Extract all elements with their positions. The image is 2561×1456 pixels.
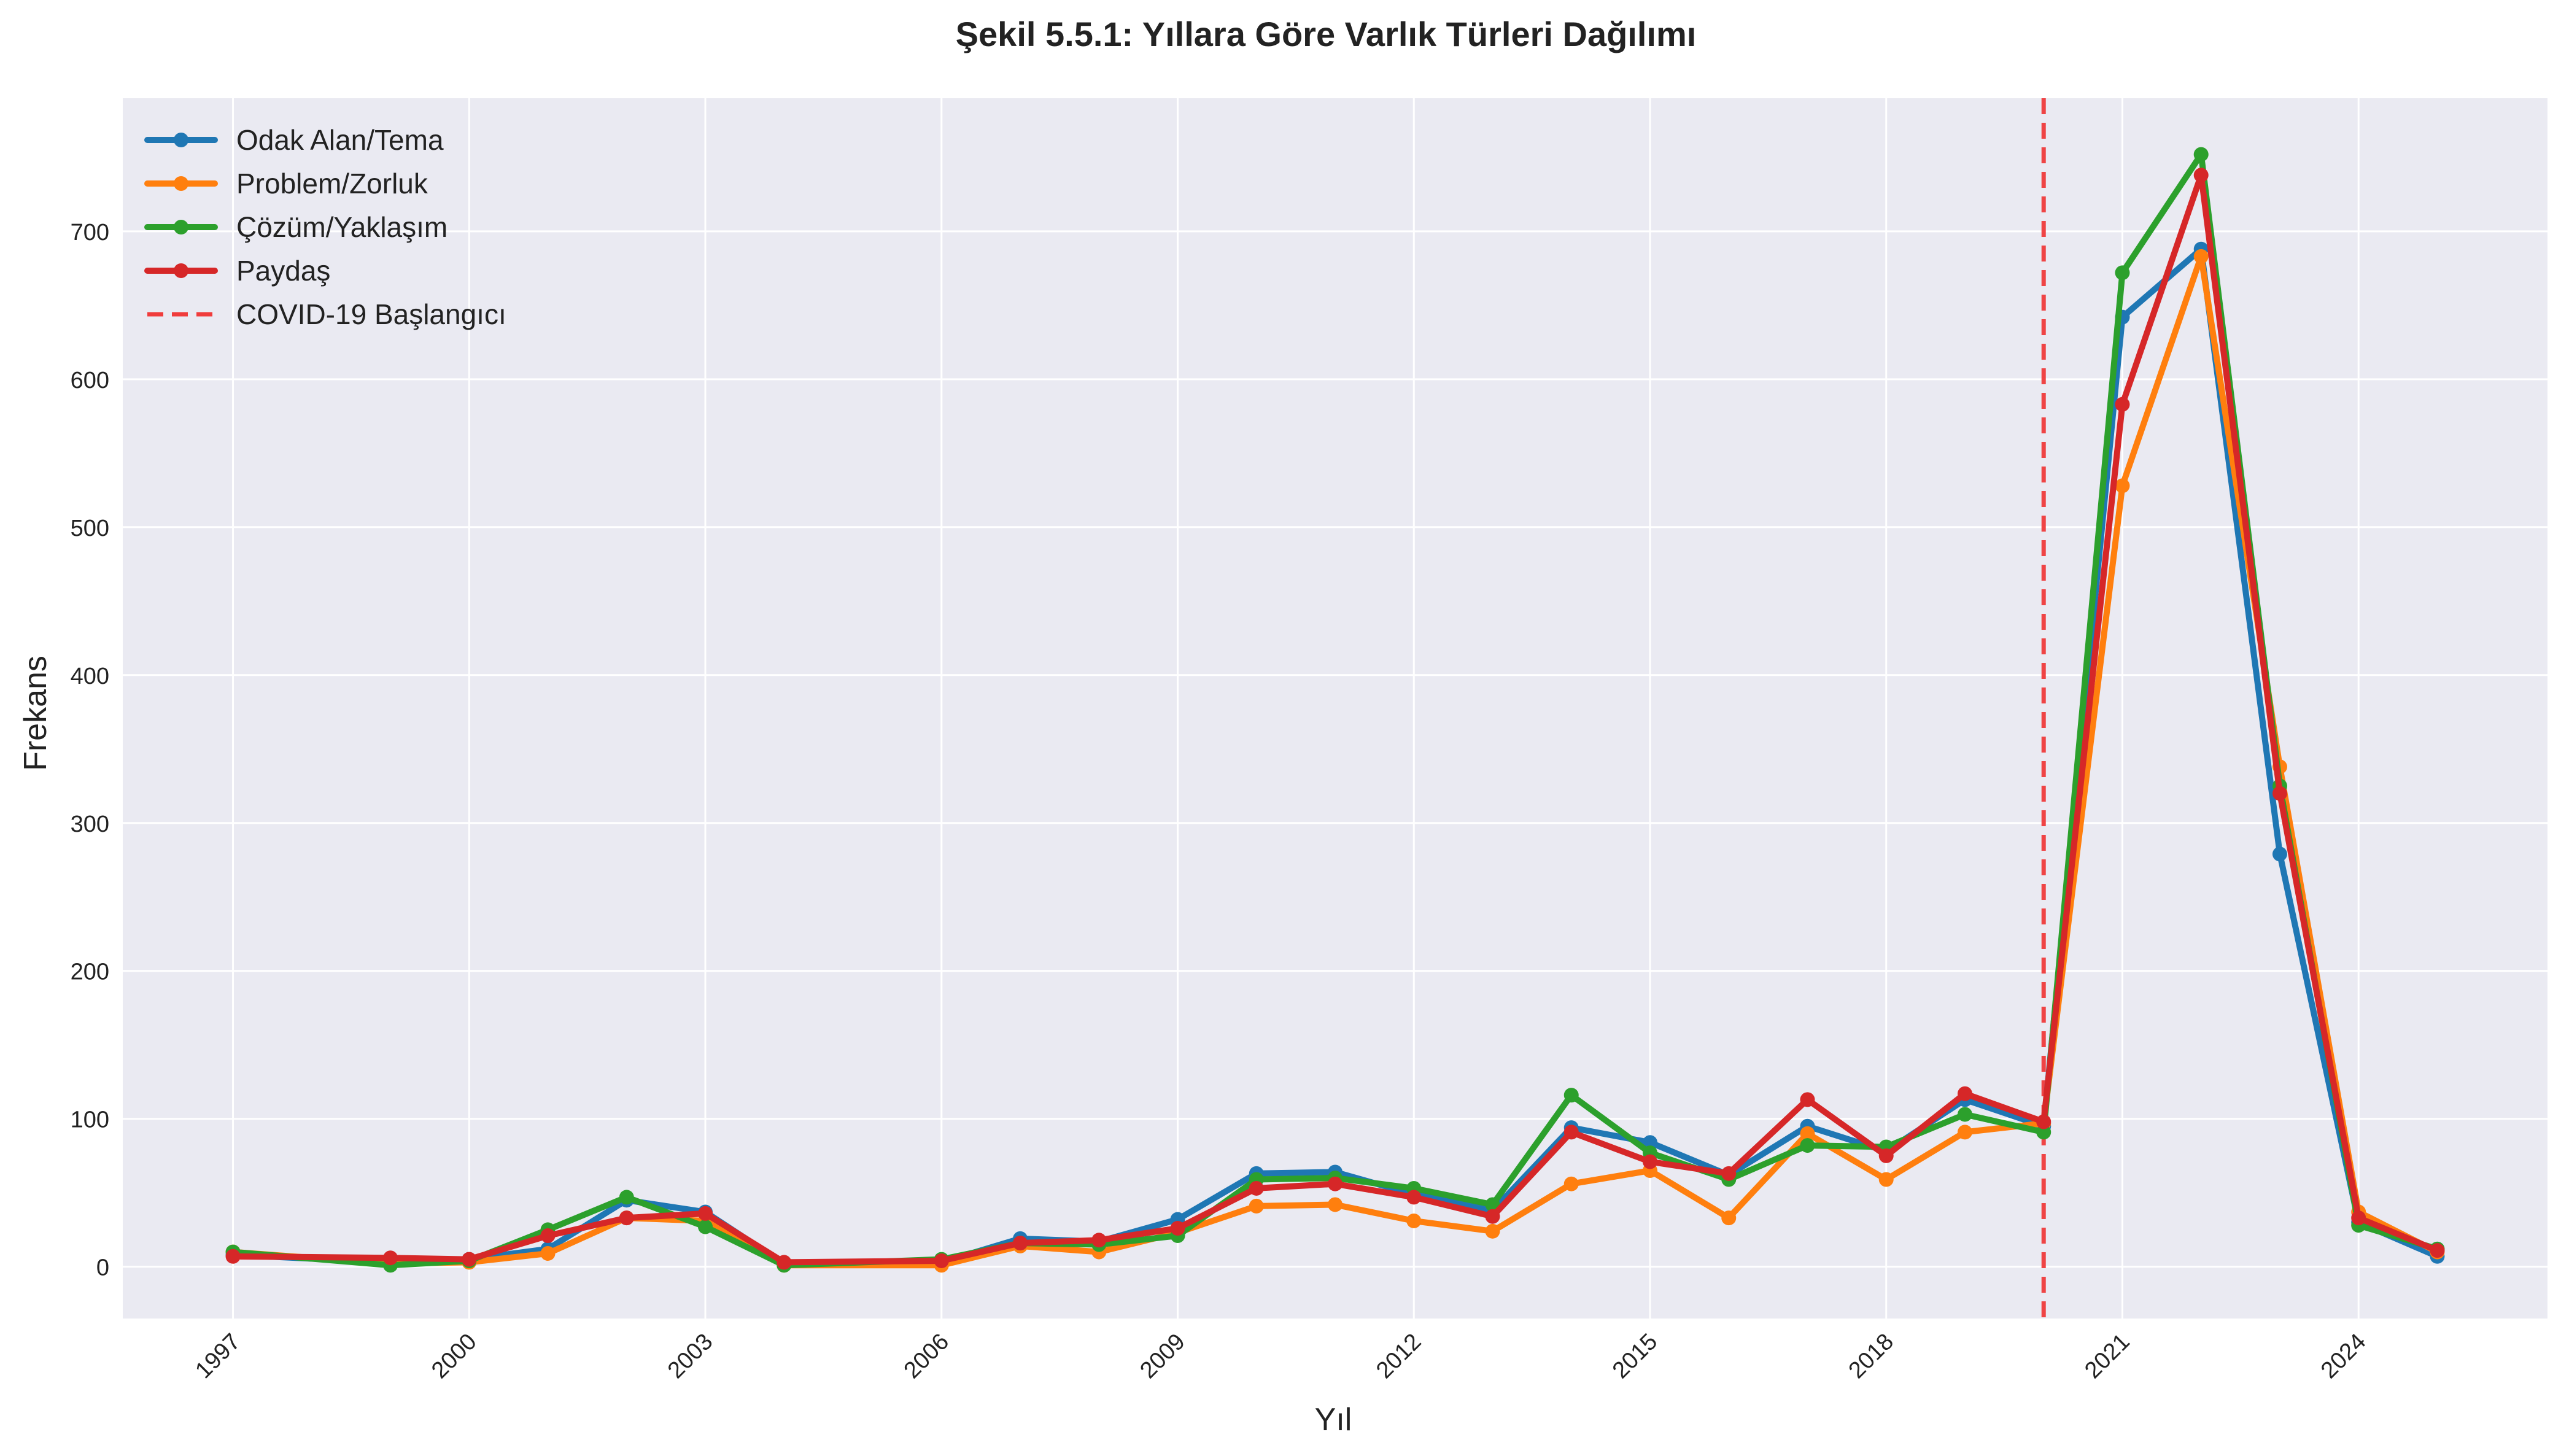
y-axis-label: Frekans: [18, 656, 53, 771]
legend-marker: [174, 263, 188, 278]
grid-lines: [123, 98, 2547, 1319]
data-point: [540, 1245, 556, 1261]
data-point: [1721, 1166, 1737, 1181]
legend-marker: [174, 176, 188, 191]
legend-marker: [174, 133, 188, 147]
data-point: [2272, 846, 2287, 862]
data-point: [2193, 147, 2209, 162]
data-point: [1328, 1176, 1342, 1191]
series-4: [225, 168, 2445, 1270]
y-tick-label: 500: [71, 516, 109, 541]
legend-marker: [174, 220, 188, 234]
data-point: [2193, 249, 2209, 264]
data-point: [1878, 1148, 1894, 1163]
data-point: [540, 1228, 556, 1244]
data-point: [698, 1219, 713, 1234]
data-point: [777, 1255, 792, 1270]
data-point: [2272, 786, 2287, 801]
data-point: [1642, 1135, 1657, 1150]
legend: Odak Alan/Tema Problem/Zorluk Çözüm/Yaklaş…: [144, 124, 506, 330]
data-point: [1800, 1138, 1815, 1153]
data-point: [2115, 265, 2130, 281]
data-point: [2036, 1114, 2052, 1129]
legend-label: Odak Alan/Tema: [236, 124, 444, 156]
data-point: [1485, 1209, 1500, 1224]
legend-label: Paydaş: [236, 255, 330, 287]
data-point: [225, 1249, 241, 1264]
y-tick-label: 700: [71, 220, 109, 246]
data-point: [1485, 1223, 1500, 1239]
y-tick-label: 400: [71, 664, 109, 689]
data-point: [619, 1190, 634, 1205]
y-tick-label: 300: [71, 811, 109, 837]
data-point: [1957, 1125, 1972, 1140]
series-group: [225, 147, 2445, 1273]
data-point: [383, 1250, 398, 1266]
legend-label: Problem/Zorluk: [236, 168, 428, 199]
y-tick-label: 600: [71, 368, 109, 393]
data-point: [2430, 1243, 2445, 1258]
data-point: [1406, 1213, 1422, 1228]
y-tick-labels: 0 100 200 300 400 500 600 700: [71, 220, 109, 1281]
y-tick-label: 0: [96, 1255, 109, 1281]
data-point: [1563, 1176, 1579, 1191]
data-point: [1328, 1197, 1342, 1212]
data-point: [619, 1210, 634, 1226]
data-point: [1170, 1221, 1185, 1236]
data-point: [1249, 1180, 1264, 1196]
data-point: [1406, 1190, 1422, 1205]
data-point: [1721, 1210, 1737, 1226]
data-point: [2115, 397, 2130, 412]
data-point: [1013, 1236, 1028, 1251]
data-point: [934, 1253, 949, 1269]
y-tick-label: 100: [71, 1107, 109, 1133]
data-point: [698, 1206, 713, 1221]
data-point: [2351, 1210, 2366, 1226]
data-point: [1091, 1233, 1107, 1248]
legend-label: Çözüm/Yaklaşım: [236, 211, 447, 243]
data-point: [1563, 1125, 1579, 1140]
data-point: [1642, 1154, 1657, 1169]
data-point: [1957, 1086, 1972, 1101]
x-axis-label: Yıl: [1315, 1402, 1352, 1438]
data-point: [462, 1252, 477, 1267]
data-point: [1878, 1172, 1894, 1187]
plot-area: [123, 98, 2547, 1319]
chart-title: Şekil 5.5.1: Yıllara Göre Varlık Türleri…: [956, 15, 1697, 53]
legend-label: COVID-19 Başlangıcı: [236, 298, 506, 330]
y-tick-label: 200: [71, 959, 109, 985]
data-point: [2115, 478, 2130, 494]
data-point: [1563, 1088, 1579, 1103]
data-point: [1957, 1107, 1972, 1122]
data-point: [1800, 1092, 1815, 1107]
data-point: [1249, 1198, 1264, 1214]
data-point: [1800, 1126, 1815, 1141]
data-point: [2193, 168, 2209, 183]
data-point: [2036, 1125, 2052, 1140]
